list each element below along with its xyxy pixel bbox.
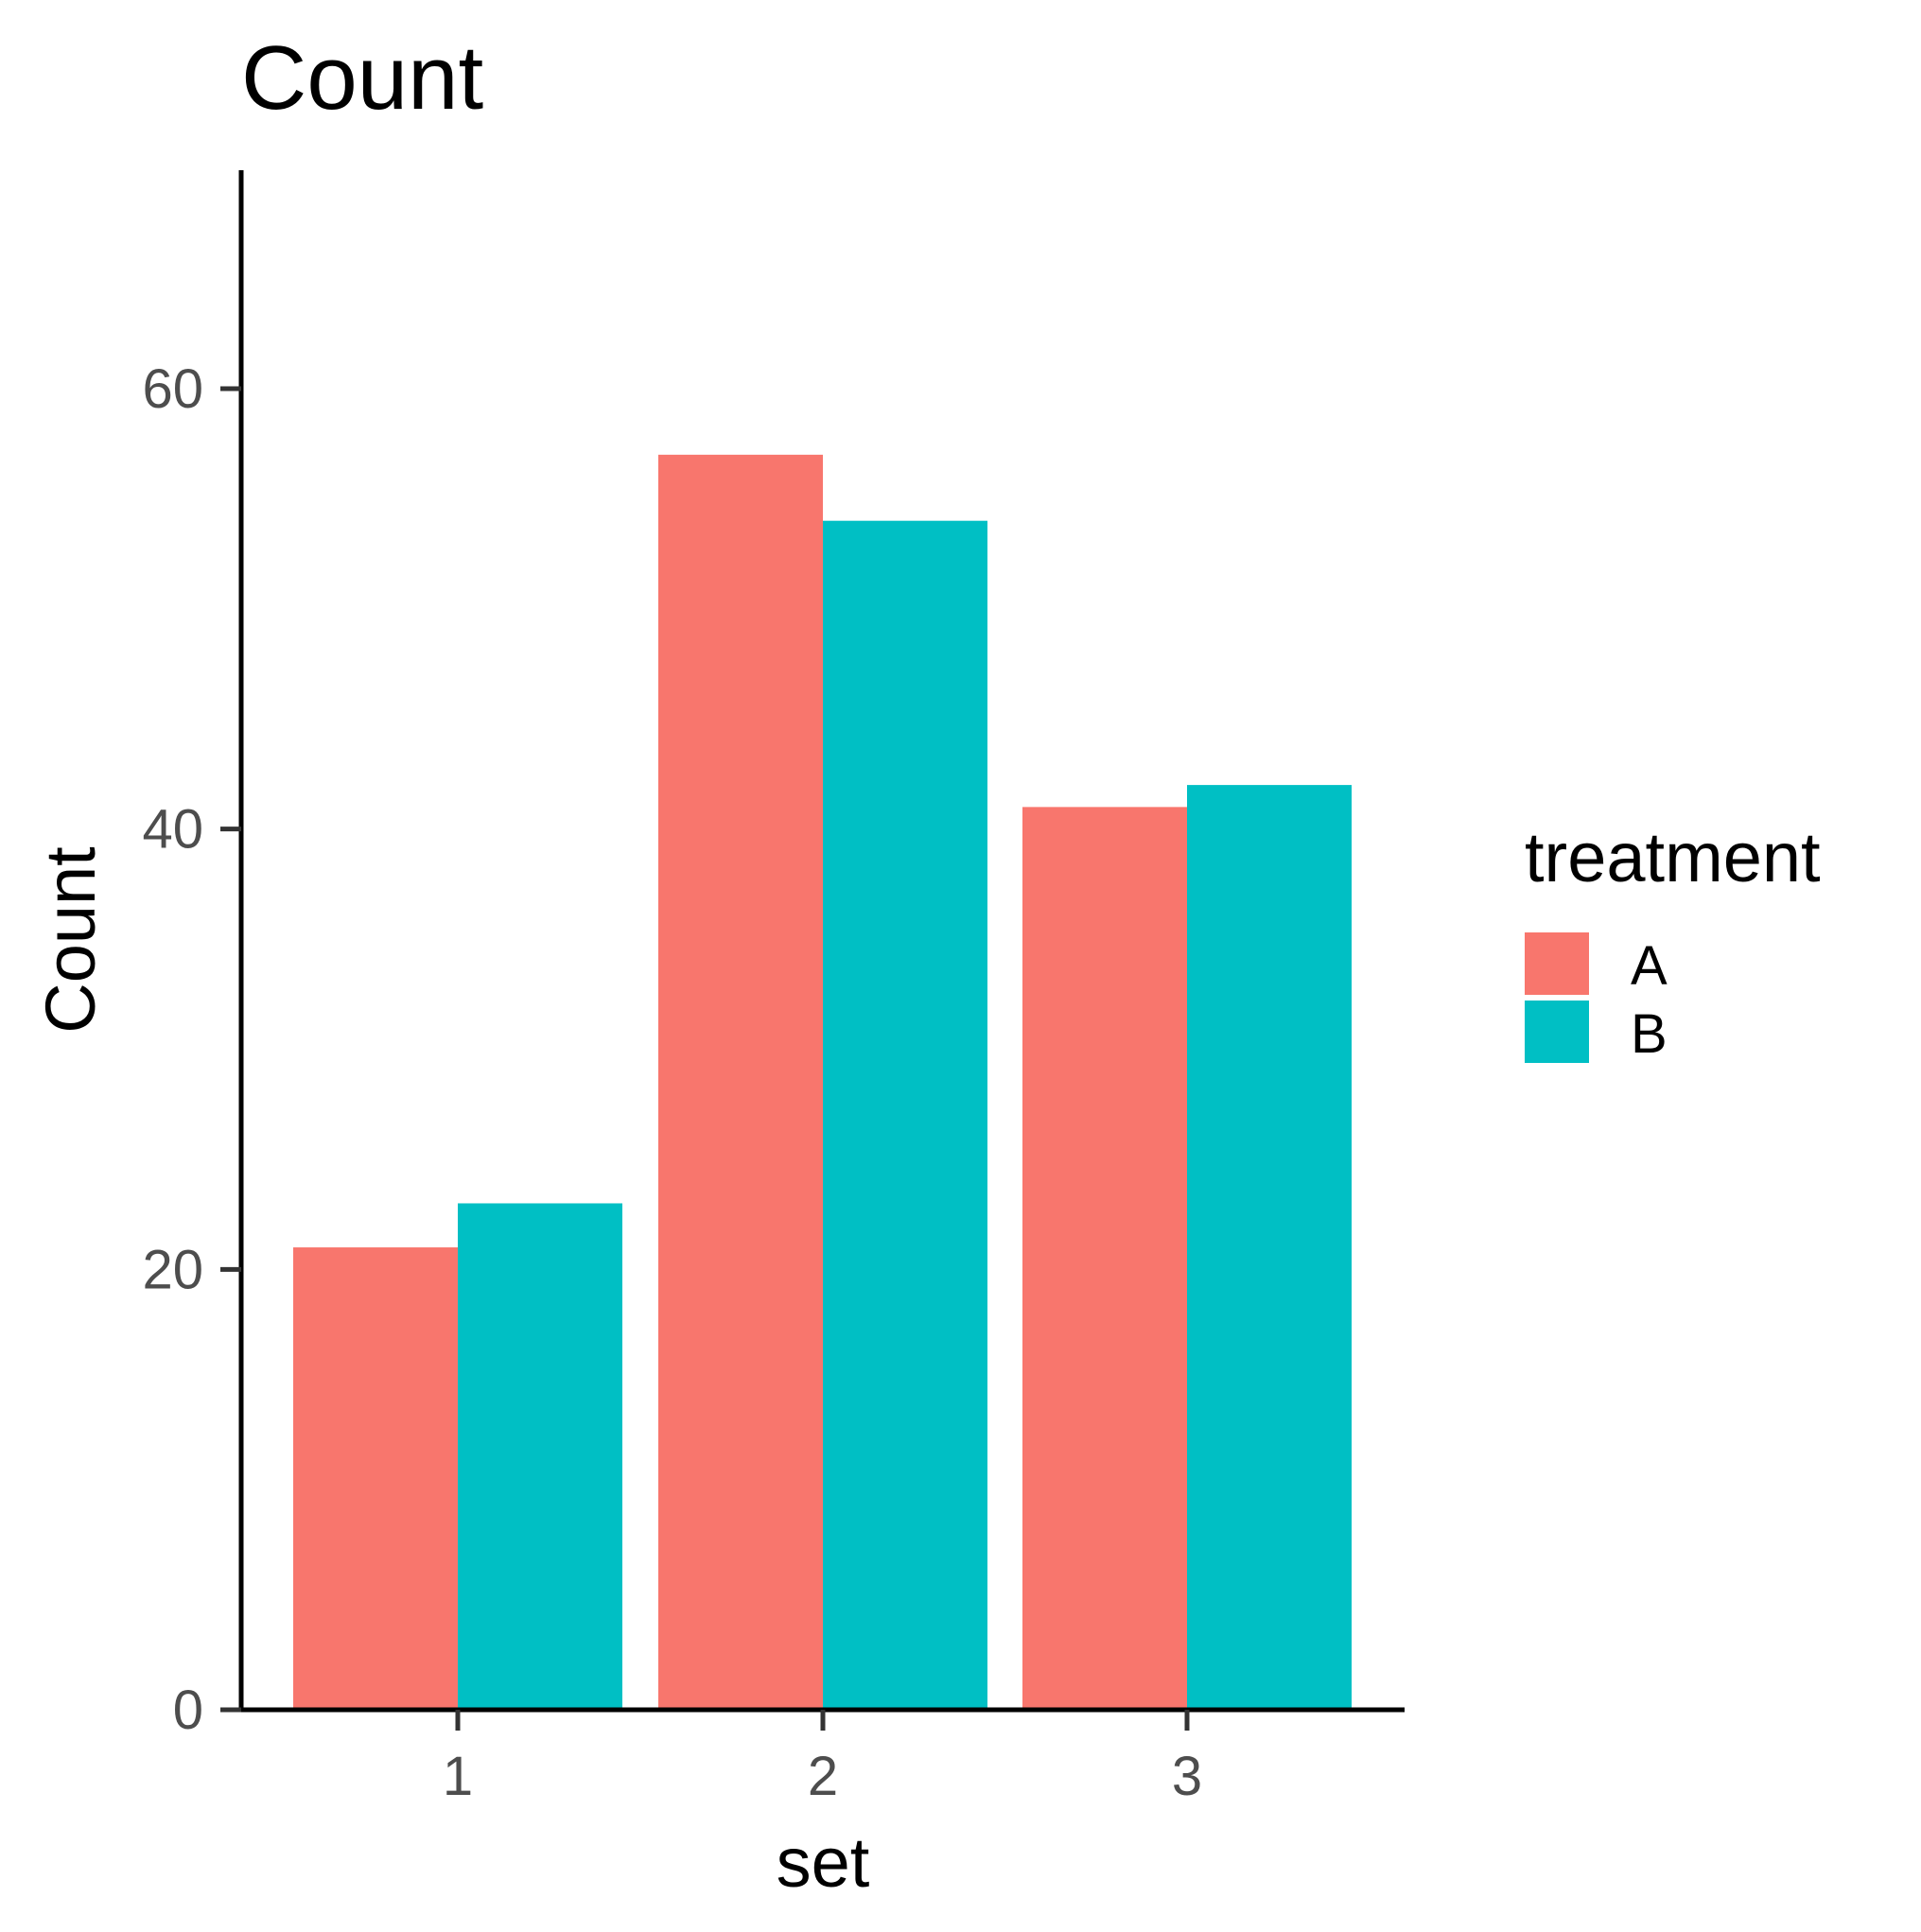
bar-set-1-a (293, 1247, 458, 1710)
legend-label-a: A (1631, 935, 1668, 997)
y-tick-label-40: 40 (142, 799, 203, 861)
x-tick-label-2: 2 (808, 1746, 838, 1807)
ticks-layer: 0 20 40 60 1 2 3 (142, 358, 1202, 1807)
legend-swatch-b (1525, 1001, 1589, 1063)
bar-set-3-a (1022, 807, 1187, 1710)
legend-swatch-a (1525, 932, 1589, 995)
y-tick-label-20: 20 (142, 1239, 203, 1300)
bars-layer (293, 454, 1352, 1711)
legend-title: treatment (1525, 818, 1821, 896)
legend-label-b: B (1631, 1003, 1668, 1065)
x-axis-title: set (777, 1823, 870, 1902)
x-tick-label-3: 3 (1172, 1746, 1202, 1807)
y-tick-label-0: 0 (173, 1680, 203, 1741)
chart-title: Count (241, 27, 483, 129)
bar-set-3-b (1187, 785, 1352, 1710)
legend: treatment A B (1525, 818, 1821, 1065)
bar-set-1-b (458, 1203, 622, 1710)
bar-set-2-a (658, 454, 823, 1711)
x-tick-label-1: 1 (443, 1746, 473, 1807)
bar-set-2-b (823, 520, 987, 1711)
y-tick-label-60: 60 (142, 358, 203, 420)
y-axis-title: Count (31, 846, 110, 1034)
